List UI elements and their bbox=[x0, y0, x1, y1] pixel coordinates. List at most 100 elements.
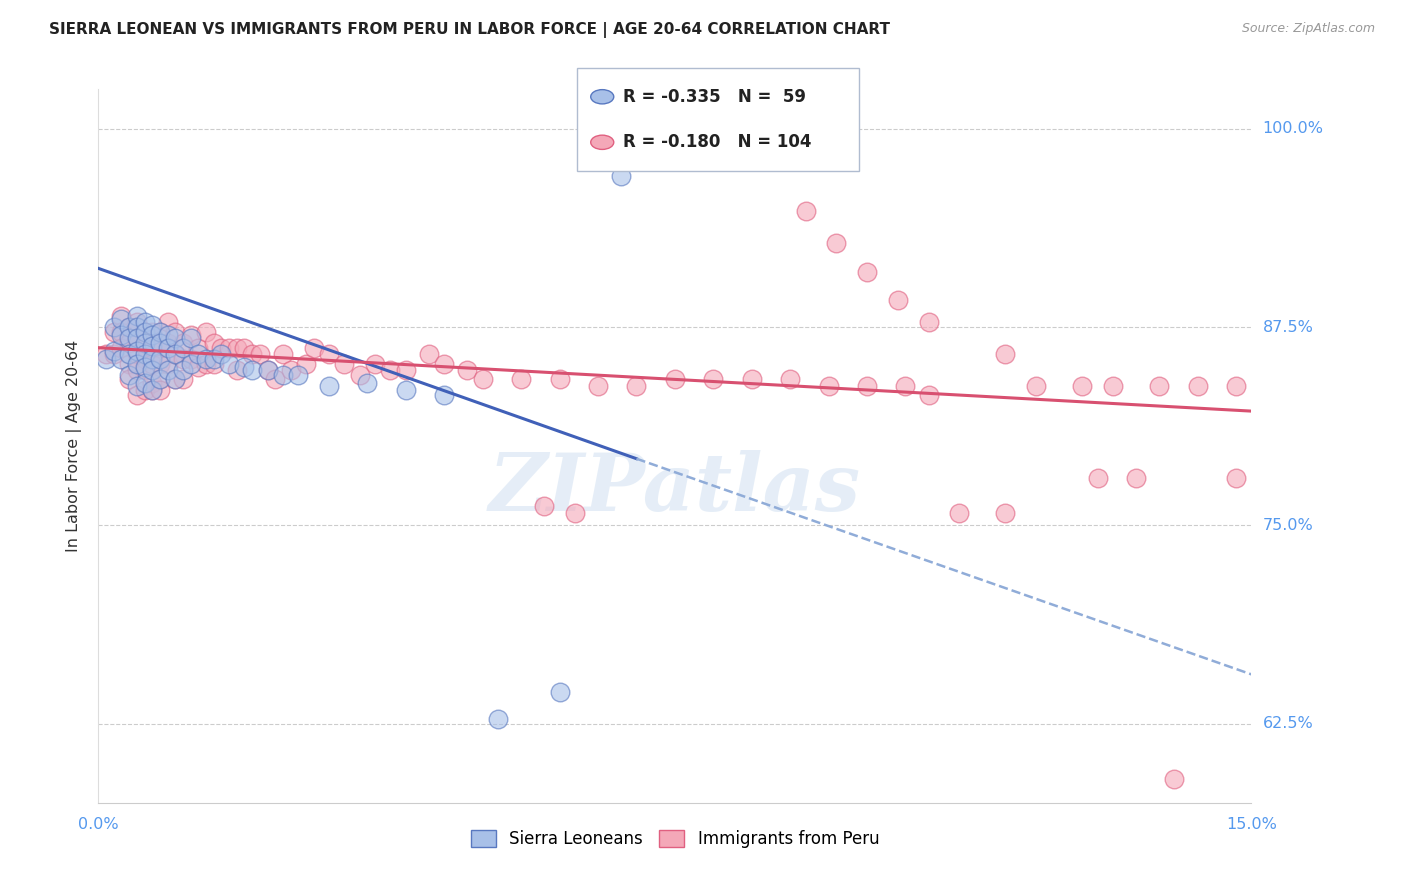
Point bbox=[118, 320, 141, 334]
Point bbox=[202, 351, 225, 366]
Point bbox=[103, 325, 125, 339]
Point bbox=[149, 357, 172, 371]
Point bbox=[1256, 471, 1278, 485]
Text: SIERRA LEONEAN VS IMMIGRANTS FROM PERU IN LABOR FORCE | AGE 20-64 CORRELATION CH: SIERRA LEONEAN VS IMMIGRANTS FROM PERU I… bbox=[49, 22, 890, 38]
Point bbox=[134, 376, 156, 390]
Point bbox=[280, 363, 302, 377]
Point bbox=[165, 325, 187, 339]
Point bbox=[141, 318, 163, 333]
Point bbox=[356, 376, 378, 390]
Point bbox=[149, 384, 172, 398]
Point bbox=[302, 341, 325, 355]
Point bbox=[240, 347, 263, 361]
Point bbox=[125, 320, 148, 334]
Point bbox=[456, 363, 478, 377]
Point bbox=[180, 328, 202, 343]
Point bbox=[486, 712, 509, 726]
Point bbox=[110, 312, 132, 326]
Text: 75.0%: 75.0% bbox=[1263, 517, 1313, 533]
Point bbox=[94, 347, 117, 361]
Point bbox=[218, 341, 240, 355]
Point bbox=[202, 335, 225, 350]
Text: 62.5%: 62.5% bbox=[1263, 716, 1313, 731]
Point bbox=[825, 235, 848, 250]
Point bbox=[125, 347, 148, 361]
Point bbox=[1102, 378, 1125, 392]
Point bbox=[610, 169, 633, 184]
Point bbox=[141, 325, 163, 339]
Point bbox=[110, 351, 132, 366]
Point bbox=[741, 372, 763, 386]
Point bbox=[180, 351, 202, 366]
Point bbox=[1071, 378, 1094, 392]
Point bbox=[141, 357, 163, 371]
Point bbox=[333, 357, 356, 371]
Point bbox=[149, 372, 172, 386]
Point bbox=[141, 339, 163, 353]
Point bbox=[103, 343, 125, 358]
Circle shape bbox=[591, 136, 614, 150]
Point bbox=[564, 506, 586, 520]
Point bbox=[125, 331, 148, 345]
Point bbox=[1225, 471, 1247, 485]
Point bbox=[118, 368, 141, 382]
Point bbox=[856, 264, 879, 278]
Point bbox=[103, 347, 125, 361]
Point bbox=[172, 341, 194, 355]
Point bbox=[395, 384, 418, 398]
Legend: Sierra Leoneans, Immigrants from Peru: Sierra Leoneans, Immigrants from Peru bbox=[464, 823, 886, 855]
FancyBboxPatch shape bbox=[576, 68, 859, 171]
Point bbox=[233, 359, 256, 374]
Point bbox=[172, 372, 194, 386]
Y-axis label: In Labor Force | Age 20-64: In Labor Force | Age 20-64 bbox=[66, 340, 83, 552]
Point bbox=[94, 351, 117, 366]
Point bbox=[156, 315, 179, 329]
Point bbox=[118, 347, 141, 361]
Point bbox=[141, 341, 163, 355]
Point bbox=[433, 388, 456, 402]
Point bbox=[395, 363, 418, 377]
Point bbox=[165, 347, 187, 361]
Point bbox=[172, 335, 194, 350]
Text: 15.0%: 15.0% bbox=[1226, 817, 1277, 831]
Point bbox=[125, 343, 148, 358]
Point bbox=[118, 331, 141, 345]
Point bbox=[110, 325, 132, 339]
Point bbox=[471, 372, 494, 386]
Point bbox=[1225, 378, 1247, 392]
Point bbox=[125, 363, 148, 377]
Point bbox=[125, 315, 148, 329]
Point bbox=[948, 506, 970, 520]
Point bbox=[794, 204, 817, 219]
Point bbox=[165, 372, 187, 386]
Point bbox=[209, 341, 232, 355]
Point bbox=[349, 368, 371, 382]
Point bbox=[134, 351, 156, 366]
Point bbox=[1163, 772, 1185, 786]
Point bbox=[165, 372, 187, 386]
Point bbox=[225, 341, 247, 355]
Point bbox=[134, 347, 156, 361]
Point bbox=[187, 359, 209, 374]
Point bbox=[287, 368, 309, 382]
Text: ZIPatlas: ZIPatlas bbox=[489, 450, 860, 527]
Point bbox=[256, 363, 278, 377]
Text: Source: ZipAtlas.com: Source: ZipAtlas.com bbox=[1241, 22, 1375, 36]
Circle shape bbox=[591, 89, 614, 103]
Point bbox=[271, 347, 294, 361]
Point bbox=[156, 335, 179, 350]
Point bbox=[917, 388, 939, 402]
Point bbox=[218, 357, 240, 371]
Point bbox=[1187, 378, 1209, 392]
Point bbox=[1125, 471, 1147, 485]
Point bbox=[702, 372, 724, 386]
Point bbox=[141, 363, 163, 377]
Point bbox=[165, 331, 187, 345]
Point bbox=[1256, 249, 1278, 263]
Point bbox=[125, 331, 148, 345]
Point bbox=[172, 363, 194, 377]
Point bbox=[380, 363, 402, 377]
Point bbox=[994, 506, 1017, 520]
Point bbox=[149, 335, 172, 350]
Point bbox=[125, 309, 148, 323]
